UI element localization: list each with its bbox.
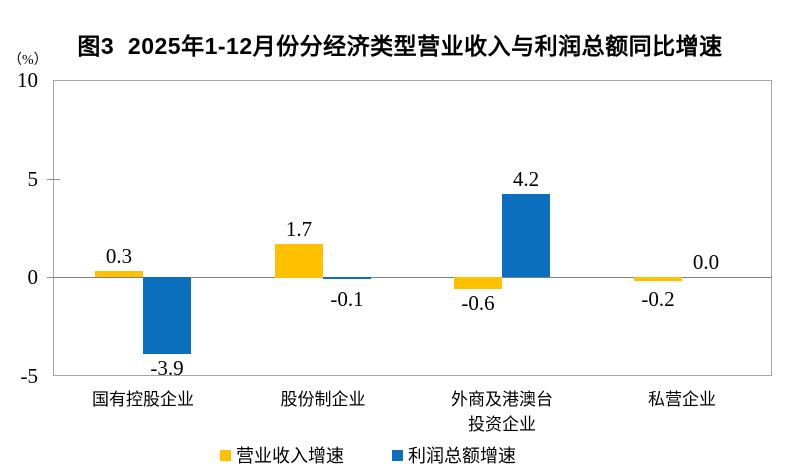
bar-value-label: 4.2: [512, 167, 540, 191]
bar-利润总额增速-国有控股企业: [143, 277, 191, 354]
bar-营业收入增速-股份制企业: [275, 244, 323, 278]
bar-value-label: -0.6: [461, 291, 495, 315]
y-axis-tick-label: -5: [20, 364, 39, 388]
y-axis-tick-mark: [47, 179, 60, 180]
legend-swatch-icon: [392, 449, 403, 461]
chart-title: 图3 2025年1-12月份分经济类型营业收入与利润总额同比增速: [77, 33, 723, 59]
bar-利润总额增速-外商及港澳台投资企业: [502, 194, 550, 277]
y-axis-tick-label: 10: [17, 68, 38, 92]
bar-利润总额增速-股份制企业: [323, 277, 371, 279]
bar-营业收入增速-私营企业: [634, 277, 682, 281]
legend-item-利润总额增速: 利润总额增速: [392, 442, 516, 464]
bar-value-label: -0.2: [641, 287, 675, 311]
legend-item-营业收入增速: 营业收入增速: [220, 442, 344, 464]
legend: 营业收入增速 利润总额增速: [220, 442, 516, 464]
y-axis-unit-label: （%）: [8, 53, 48, 68]
legend-label: 利润总额增速: [408, 446, 516, 464]
zero-line: [53, 277, 772, 278]
x-axis-category-label: 股份制企业: [280, 390, 366, 409]
legend-label: 营业收入增速: [236, 446, 344, 464]
x-axis-category-label: 国有控股企业: [92, 390, 194, 409]
bar-value-label: -0.1: [330, 287, 364, 311]
bar-value-label: -3.9: [150, 356, 184, 380]
bar-value-label: 0.3: [105, 244, 133, 268]
y-axis-tick-label: 5: [27, 167, 39, 191]
y-axis-tick-label: 0: [27, 265, 39, 289]
bar-营业收入增速-外商及港澳台投资企业: [454, 277, 502, 289]
bar-营业收入增速-国有控股企业: [95, 271, 143, 277]
legend-swatch-icon: [220, 449, 231, 461]
x-axis-category-label: 私营企业: [648, 390, 716, 409]
bar-value-label: 1.7: [285, 217, 313, 241]
x-axis-category-label: 外商及港澳台 投资企业: [451, 390, 553, 434]
bar-value-label: 0.0: [692, 250, 720, 274]
